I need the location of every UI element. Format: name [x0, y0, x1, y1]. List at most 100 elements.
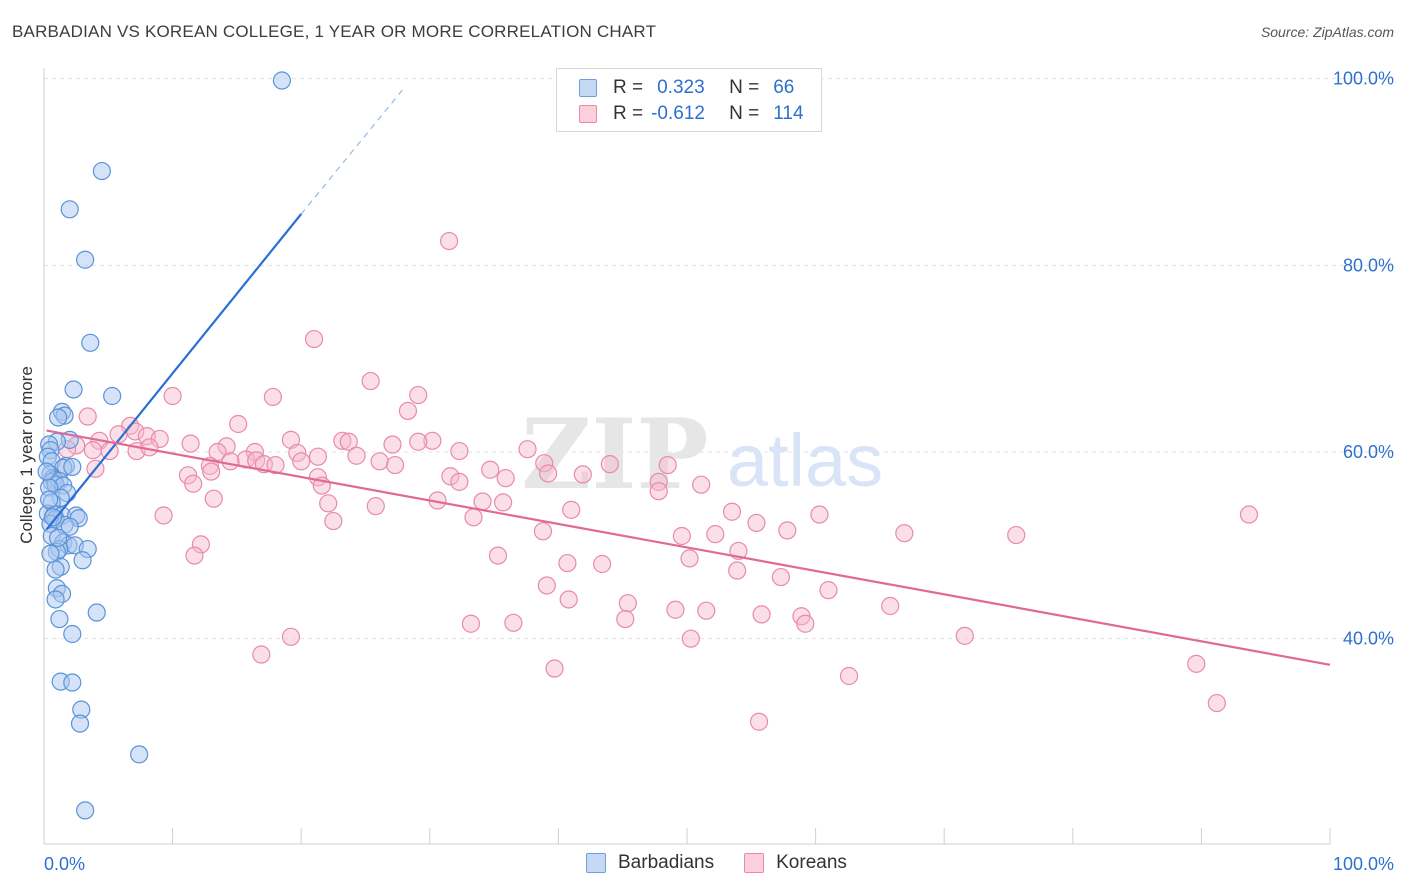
barbadian-point — [64, 380, 83, 399]
barbadian-point — [37, 462, 56, 481]
korean-point — [383, 435, 402, 454]
barbadian-trend-extension — [300, 87, 405, 215]
korean-trend-line — [46, 429, 1331, 666]
barbadian-point — [87, 603, 106, 622]
y-tick-label: 60.0% — [1343, 442, 1394, 462]
korean-point — [281, 627, 301, 646]
korean-point — [163, 386, 182, 406]
legend-swatch-blue — [586, 853, 606, 873]
korean-point — [204, 489, 223, 508]
barbadian-point — [63, 457, 82, 477]
korean-point — [191, 535, 210, 554]
korean-point — [796, 614, 815, 633]
korean-point — [78, 407, 97, 426]
korean-point — [593, 554, 612, 574]
legend-row-barbadians: R = 0.323 N = 66 — [579, 77, 794, 99]
korean-point — [229, 414, 248, 434]
legend-label-barbadians: Barbadians — [618, 852, 715, 873]
korean-point — [697, 601, 716, 620]
y-axis-label: College, 1 year or more — [17, 366, 36, 544]
barbadian-point — [81, 333, 100, 352]
legend-r-value: 0.323 — [657, 77, 705, 98]
watermark: ZIP atlas — [521, 398, 883, 511]
trend-lines — [45, 87, 1331, 666]
korean-point — [292, 452, 311, 471]
y-tick-label: 100.0% — [1333, 69, 1394, 89]
tick-labels: 40.0% 60.0% 80.0% 100.0% 0.0% 100.0% — [44, 69, 1394, 874]
korean-point — [252, 645, 271, 664]
barbadian-point — [43, 508, 63, 527]
korean-point — [722, 502, 742, 521]
korean-point — [464, 508, 483, 527]
korean-point — [649, 482, 668, 501]
barbadian-points — [37, 71, 292, 820]
korean-point — [366, 497, 385, 516]
y-tick-label: 40.0% — [1343, 629, 1394, 649]
series-legend: Barbadians Koreans — [586, 852, 877, 874]
korean-point — [409, 432, 428, 451]
barbadian-point — [103, 386, 122, 406]
korean-point — [728, 561, 747, 580]
barbadian-point — [76, 250, 95, 269]
korean-point — [539, 464, 558, 483]
korean-point — [680, 549, 699, 568]
korean-point — [370, 452, 389, 471]
korean-point — [450, 472, 469, 491]
barbadian-trend-line — [45, 213, 303, 531]
korean-point — [398, 401, 418, 421]
korean-point — [819, 581, 838, 600]
korean-point — [545, 659, 564, 678]
korean-point — [558, 553, 577, 573]
korean-point — [504, 613, 523, 632]
korean-point — [461, 614, 481, 633]
barbadian-point — [60, 517, 79, 536]
korean-point — [154, 506, 173, 525]
barbadian-point — [41, 544, 60, 563]
korean-point — [559, 590, 578, 609]
korean-point — [1187, 654, 1206, 673]
korean-point — [778, 521, 797, 540]
korean-point — [1207, 693, 1226, 713]
barbadian-point — [63, 624, 82, 644]
legend-r-label: R = — [613, 77, 644, 98]
legend-item-koreans[interactable]: Koreans — [744, 852, 847, 874]
korean-point — [535, 454, 554, 473]
korean-point — [450, 441, 469, 461]
korean-point — [749, 712, 769, 731]
legend-r-label: R = — [613, 103, 644, 124]
korean-point — [649, 472, 668, 491]
legend-n-label: N = — [729, 103, 760, 124]
legend-label-koreans: Koreans — [776, 852, 847, 873]
korean-point — [839, 666, 859, 686]
barbadian-point — [70, 714, 90, 733]
legend-item-barbadians[interactable]: Barbadians — [586, 852, 714, 874]
korean-point — [1007, 525, 1026, 545]
korean-point — [319, 494, 338, 513]
korean-point — [473, 492, 492, 511]
x-tick-label: 0.0% — [44, 854, 85, 874]
korean-point — [481, 460, 500, 479]
barbadian-point — [50, 609, 69, 629]
korean-point — [616, 609, 635, 629]
korean-point — [221, 452, 240, 471]
korean-point — [185, 546, 204, 565]
korean-point — [288, 443, 307, 463]
korean-point — [955, 626, 974, 645]
legend-row-koreans: R = -0.612 N = 114 — [579, 103, 804, 125]
korean-point — [618, 594, 637, 613]
korean-point — [181, 434, 200, 453]
barbadian-point — [46, 560, 65, 579]
korean-point — [324, 511, 343, 531]
korean-point — [83, 441, 102, 460]
legend-swatch-blue — [579, 79, 597, 97]
y-tick-label: 80.0% — [1343, 255, 1394, 275]
korean-point — [1239, 505, 1259, 524]
legend-n-label: N = — [729, 77, 760, 98]
korean-point — [496, 469, 515, 488]
chart-title: BARBADIAN VS KOREAN COLLEGE, 1 YEAR OR M… — [12, 22, 657, 41]
korean-point — [439, 231, 459, 251]
korean-point — [266, 455, 285, 475]
barbadian-point — [76, 801, 95, 820]
korean-point — [361, 371, 380, 391]
